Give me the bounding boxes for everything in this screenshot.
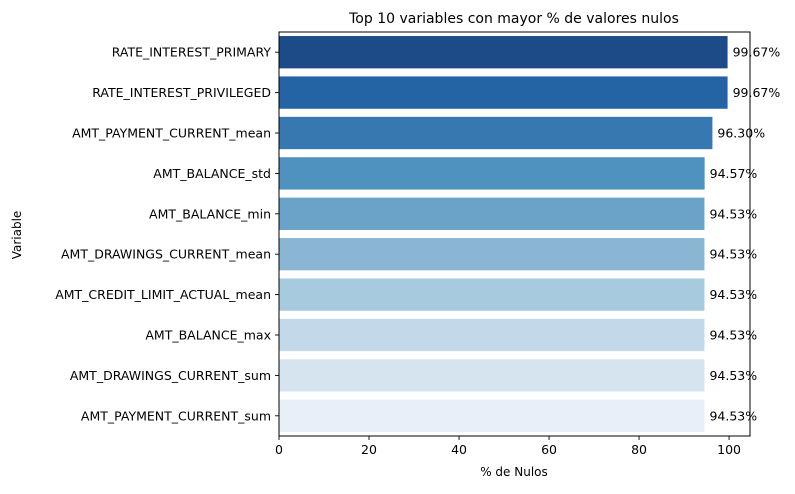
bar-value-label: 99.67% [733,45,781,60]
y-tick-label: AMT_PAYMENT_CURRENT_mean [72,126,271,141]
bar [279,116,713,150]
y-tick-label: AMT_CREDIT_LIMIT_ACTUAL_mean [55,287,271,302]
axes-layer: RATE_INTEREST_PRIMARY RATE_INTEREST_PRIVI… [55,31,751,457]
bar-value-label: 96.30% [717,126,765,141]
chart-title: Top 10 variables con mayor % de valores … [348,11,679,27]
y-tick-label: AMT_BALANCE_max [145,328,271,343]
x-tick-label: 0 [275,442,283,457]
bar-value-label: 94.57% [710,166,758,181]
bar [279,318,705,352]
bar-value-label: 94.53% [709,328,757,343]
bar-value-label: 94.53% [709,287,757,302]
x-tick-label: 40 [451,442,467,457]
y-tick-label: AMT_DRAWINGS_CURRENT_sum [70,368,271,383]
x-axis-label: % de Nulos [480,465,548,479]
x-tick-label: 80 [631,442,647,457]
bar [279,197,705,230]
y-tick-label: RATE_INTEREST_PRIMARY [112,45,272,60]
x-tick-label: 60 [541,442,557,457]
y-tick-label: AMT_BALANCE_std [153,166,271,181]
bars-layer: 99.67% 99.67% 96.30% 94.57% 94.53% 94.53% 94.5… [279,36,780,432]
bar [279,238,705,271]
y-tick-label: AMT_PAYMENT_CURRENT_sum [81,408,271,423]
bar [279,157,705,190]
bar [279,76,728,109]
y-tick-label: AMT_DRAWINGS_CURRENT_mean [61,247,271,262]
bar-value-label: 94.53% [709,247,757,262]
y-tick-label: AMT_BALANCE_min [149,206,271,221]
x-tick-label: 100 [717,442,741,457]
bar-value-label: 99.67% [733,85,781,100]
bar [279,36,728,69]
bar [279,399,705,432]
bar-value-label: 94.53% [709,408,757,423]
bar-value-label: 94.53% [709,368,757,383]
y-tick-label: RATE_INTEREST_PRIVILEGED [92,85,271,100]
y-axis-label: Variable [10,211,24,260]
bar [279,278,705,311]
x-tick-label: 20 [361,442,377,457]
bar [279,359,705,392]
plot-frame [278,31,751,437]
bar-value-label: 94.53% [709,206,757,221]
